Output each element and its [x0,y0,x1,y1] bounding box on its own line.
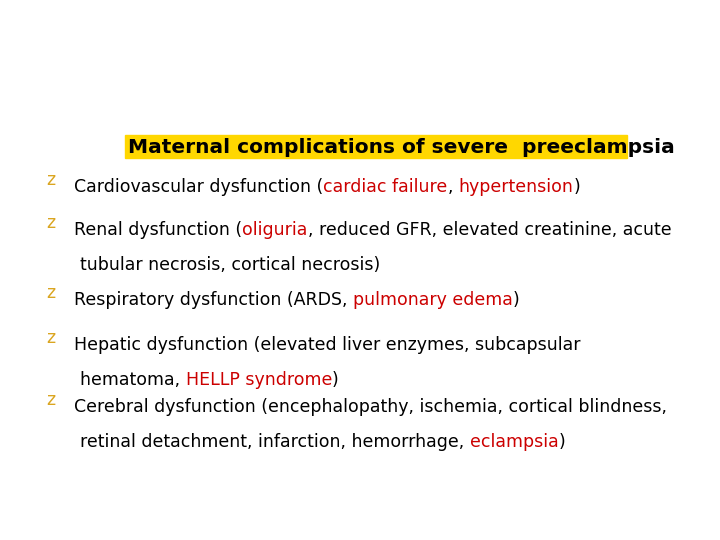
Text: z: z [46,214,55,232]
Text: Maternal complications of severe  preeclampsia: Maternal complications of severe preecla… [128,138,675,158]
Text: ): ) [513,291,520,309]
Text: z: z [46,391,55,409]
Text: cardiac failure: cardiac failure [323,178,448,196]
Text: ,: , [448,178,459,196]
Text: tubular necrosis, cortical necrosis): tubular necrosis, cortical necrosis) [80,256,380,274]
Text: retinal detachment, infarction, hemorrhage,: retinal detachment, infarction, hemorrha… [80,433,469,451]
Text: eclampsia: eclampsia [469,433,559,451]
Bar [125,136,627,158]
Text: ): ) [559,433,565,451]
Text: z: z [46,329,55,347]
Text: pulmonary edema: pulmonary edema [353,291,513,309]
Text: Renal dysfunction (: Renal dysfunction ( [74,221,242,239]
Text: Hepatic dysfunction (elevated liver enzymes, subcapsular: Hepatic dysfunction (elevated liver enzy… [74,336,580,354]
Text: oliguria: oliguria [242,221,307,239]
Text: , reduced GFR, elevated creatinine, acute: , reduced GFR, elevated creatinine, acut… [307,221,671,239]
Text: Respiratory dysfunction (ARDS,: Respiratory dysfunction (ARDS, [74,291,353,309]
Text: hematoma,: hematoma, [80,371,186,389]
Text: hypertension: hypertension [459,178,573,196]
Text: ): ) [573,178,580,196]
Text: z: z [46,284,55,302]
Text: Cerebral dysfunction (encephalopathy, ischemia, cortical blindness,: Cerebral dysfunction (encephalopathy, is… [74,398,667,416]
Text: z: z [46,171,55,189]
Text: ): ) [332,371,338,389]
Text: HELLP syndrome: HELLP syndrome [186,371,332,389]
Text: Cardiovascular dysfunction (: Cardiovascular dysfunction ( [74,178,323,196]
